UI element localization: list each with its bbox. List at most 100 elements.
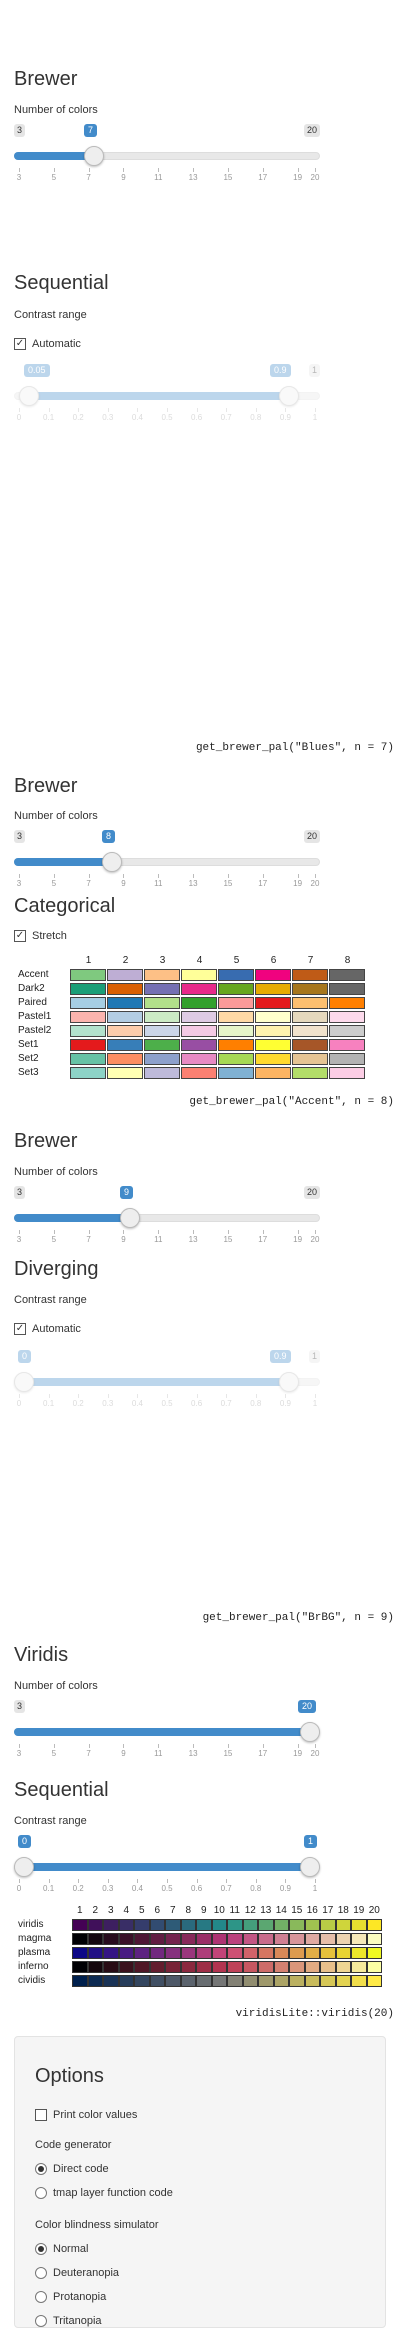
palette-swatch[interactable] — [72, 1933, 88, 1945]
number-of-colors-slider-1[interactable]: 3 20 7 3 5 7 9 11 13 15 17 19 20 — [14, 124, 320, 184]
palette-swatch[interactable] — [70, 997, 106, 1009]
palette-swatch[interactable] — [149, 1919, 165, 1931]
palette-swatch[interactable] — [165, 1919, 181, 1931]
palette-name[interactable]: Set3 — [18, 1067, 39, 1078]
palette-swatch[interactable] — [273, 1919, 289, 1931]
palette-swatch[interactable] — [72, 1975, 88, 1987]
palette-swatch[interactable] — [304, 1947, 320, 1959]
palette-swatch[interactable] — [134, 1933, 150, 1945]
palette-name[interactable]: cividis — [18, 1975, 46, 1986]
palette-swatch[interactable] — [304, 1975, 320, 1987]
palette-swatch[interactable] — [134, 1975, 150, 1987]
palette-swatch[interactable] — [218, 983, 254, 995]
palette-swatch[interactable] — [144, 983, 180, 995]
palette-swatch[interactable] — [149, 1961, 165, 1973]
palette-swatch[interactable] — [335, 1947, 351, 1959]
palette-swatch[interactable] — [329, 997, 365, 1009]
palette-swatch[interactable] — [107, 1025, 143, 1037]
palette-swatch[interactable] — [351, 1975, 367, 1987]
palette-swatch[interactable] — [255, 1053, 291, 1065]
palette-swatch[interactable] — [180, 1961, 196, 1973]
palette-swatch[interactable] — [329, 969, 365, 981]
palette-swatch[interactable] — [181, 1025, 217, 1037]
palette-swatch[interactable] — [335, 1961, 351, 1973]
checkbox-box[interactable]: ✓ — [14, 1323, 26, 1335]
palette-swatch[interactable] — [255, 1067, 291, 1079]
palette-swatch[interactable] — [103, 1961, 119, 1973]
palette-swatch[interactable] — [258, 1961, 274, 1973]
palette-swatch[interactable] — [118, 1933, 134, 1945]
palette-swatch[interactable] — [165, 1933, 181, 1945]
palette-swatch[interactable] — [107, 1011, 143, 1023]
radio-button[interactable] — [35, 2291, 47, 2303]
palette-swatch[interactable] — [366, 1975, 382, 1987]
contrast-range-slider-3[interactable]: 0 1 0 0.1 0.2 0.3 0.4 0.5 0.6 0.7 0.8 0.9 1 — [14, 1835, 320, 1895]
range-handle-high[interactable] — [279, 386, 299, 406]
palette-name[interactable]: Accent — [18, 969, 49, 980]
slider-handle[interactable] — [102, 852, 122, 872]
radio-button[interactable] — [35, 2243, 47, 2255]
palette-swatch[interactable] — [211, 1933, 227, 1945]
palette-swatch[interactable] — [320, 1961, 336, 1973]
palette-swatch[interactable] — [196, 1961, 212, 1973]
checkbox-box[interactable]: ✓ — [14, 930, 26, 942]
palette-swatch[interactable] — [273, 1947, 289, 1959]
palette-swatch[interactable] — [134, 1961, 150, 1973]
palette-swatch[interactable] — [144, 969, 180, 981]
palette-swatch[interactable] — [144, 1067, 180, 1079]
palette-swatch[interactable] — [351, 1947, 367, 1959]
palette-swatch[interactable] — [227, 1933, 243, 1945]
palette-name[interactable]: Pastel1 — [18, 1011, 52, 1022]
palette-swatch[interactable] — [255, 1011, 291, 1023]
checkbox-box[interactable] — [35, 2109, 47, 2121]
palette-swatch[interactable] — [289, 1961, 305, 1973]
palette-swatch[interactable] — [304, 1961, 320, 1973]
palette-swatch[interactable] — [218, 997, 254, 1009]
palette-swatch[interactable] — [218, 1039, 254, 1051]
palette-swatch[interactable] — [70, 1025, 106, 1037]
palette-swatch[interactable] — [255, 983, 291, 995]
palette-swatch[interactable] — [351, 1919, 367, 1931]
palette-swatch[interactable] — [180, 1975, 196, 1987]
palette-swatch[interactable] — [289, 1933, 305, 1945]
palette-swatch[interactable] — [107, 1067, 143, 1079]
palette-swatch[interactable] — [70, 969, 106, 981]
palette-swatch[interactable] — [196, 1933, 212, 1945]
palette-swatch[interactable] — [107, 997, 143, 1009]
range-handle-low[interactable] — [14, 1372, 34, 1392]
palette-swatch[interactable] — [227, 1947, 243, 1959]
palette-swatch[interactable] — [218, 1067, 254, 1079]
palette-swatch[interactable] — [255, 997, 291, 1009]
palette-swatch[interactable] — [292, 1067, 328, 1079]
palette-swatch[interactable] — [273, 1933, 289, 1945]
number-of-colors-slider-2[interactable]: 3 20 8 3 5 7 9 11 13 15 17 19 20 — [14, 830, 320, 890]
number-of-colors-slider-3[interactable]: 3 20 9 3 5 7 9 11 13 15 17 19 20 — [14, 1186, 320, 1246]
palette-swatch[interactable] — [180, 1947, 196, 1959]
palette-swatch[interactable] — [292, 997, 328, 1009]
palette-swatch[interactable] — [258, 1933, 274, 1945]
radio-button[interactable] — [35, 2187, 47, 2199]
palette-name[interactable]: viridis — [18, 1919, 44, 1930]
palette-swatch[interactable] — [181, 1067, 217, 1079]
palette-swatch[interactable] — [292, 1053, 328, 1065]
palette-swatch[interactable] — [181, 969, 217, 981]
palette-name[interactable]: Set2 — [18, 1053, 39, 1064]
palette-swatch[interactable] — [134, 1947, 150, 1959]
palette-swatch[interactable] — [196, 1947, 212, 1959]
palette-swatch[interactable] — [227, 1975, 243, 1987]
palette-swatch[interactable] — [149, 1933, 165, 1945]
palette-swatch[interactable] — [329, 1025, 365, 1037]
palette-swatch[interactable] — [181, 1053, 217, 1065]
palette-swatch[interactable] — [181, 1039, 217, 1051]
palette-swatch[interactable] — [320, 1933, 336, 1945]
palette-swatch[interactable] — [181, 997, 217, 1009]
contrast-range-slider-1[interactable]: 0.05 0.9 1 0 0.1 0.2 0.3 0.4 0.5 0.6 0.7 0.8 0.9 1 — [14, 364, 320, 424]
slider-handle[interactable] — [84, 146, 104, 166]
palette-swatch[interactable] — [118, 1975, 134, 1987]
palette-swatch[interactable] — [70, 1011, 106, 1023]
palette-name[interactable]: Set1 — [18, 1039, 39, 1050]
palette-swatch[interactable] — [258, 1919, 274, 1931]
slider-handle[interactable] — [300, 1722, 320, 1742]
palette-swatch[interactable] — [196, 1919, 212, 1931]
palette-swatch[interactable] — [335, 1933, 351, 1945]
